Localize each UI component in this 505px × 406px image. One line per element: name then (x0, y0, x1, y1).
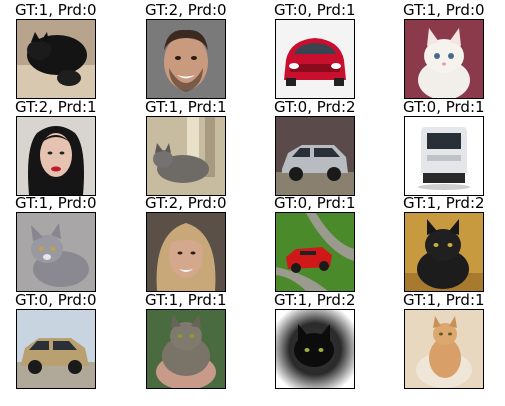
red-car-front-image (275, 19, 355, 99)
cell-label: GT:0, Prd:1 (274, 1, 356, 19)
cell-label: GT:1, Prd:1 (145, 98, 227, 116)
cell-label: GT:0, Prd:2 (274, 98, 356, 116)
smiling-man-portrait-image (146, 19, 226, 99)
cell-label: GT:0, Prd:1 (403, 98, 485, 116)
cell-label: GT:1, Prd:0 (15, 1, 97, 19)
cell-label: GT:1, Prd:1 (403, 291, 485, 309)
black-cat-image (16, 19, 96, 99)
cell-label: GT:1, Prd:2 (403, 194, 485, 212)
cell-label: GT:2, Prd:0 (145, 194, 227, 212)
red-convertible-on-road-image (275, 212, 355, 292)
held-tabby-cat-image (146, 309, 226, 389)
black-fluffy-cat-image (404, 212, 484, 292)
gray-cat-on-stairs-image (146, 116, 226, 196)
cell-label: GT:0, Prd:0 (15, 291, 97, 309)
blonde-woman-portrait-image (146, 212, 226, 292)
silver-suv-image (275, 116, 355, 196)
cell-label: GT:2, Prd:0 (145, 1, 227, 19)
gray-kitten-image (16, 212, 96, 292)
orange-cat-image (404, 309, 484, 389)
black-cat-vignette-image (275, 309, 355, 389)
cell-label: GT:1, Prd:0 (403, 1, 485, 19)
gold-suv-image (16, 309, 96, 389)
white-van-image (404, 116, 484, 196)
white-kitten-image (404, 19, 484, 99)
cell-label: GT:1, Prd:1 (145, 291, 227, 309)
dark-haired-woman-portrait-image (16, 116, 96, 196)
cell-label: GT:2, Prd:1 (15, 98, 97, 116)
cell-label: GT:0, Prd:1 (274, 194, 356, 212)
cell-label: GT:1, Prd:2 (274, 291, 356, 309)
cell-label: GT:1, Prd:0 (15, 194, 97, 212)
